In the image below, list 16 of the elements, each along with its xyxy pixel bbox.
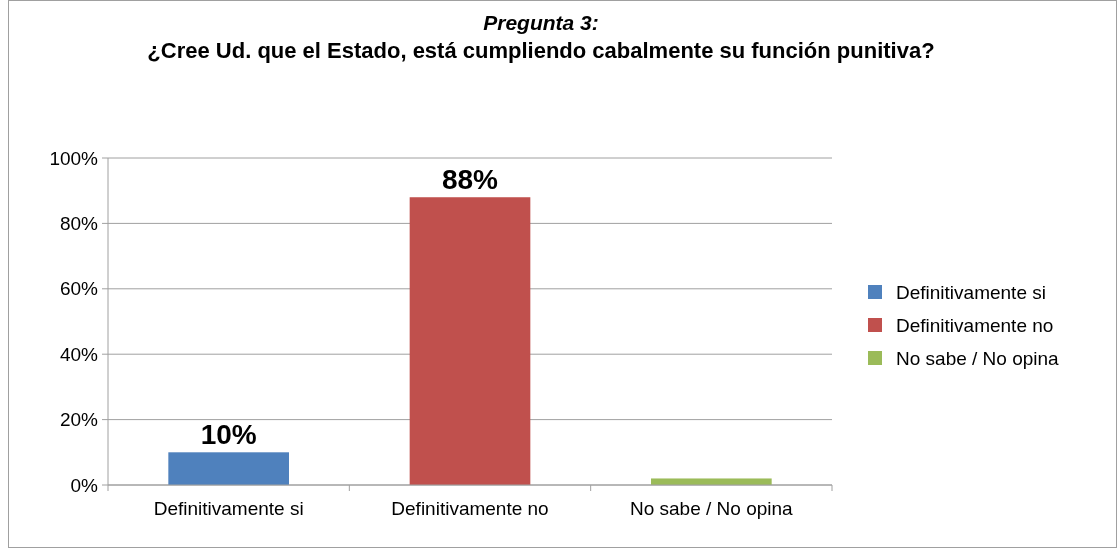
- chart-title: Pregunta 3:: [483, 11, 599, 34]
- legend-label: Definitivamente no: [896, 314, 1054, 336]
- y-tick-label: 0%: [70, 474, 99, 496]
- legend-label: Definitivamente si: [896, 281, 1046, 303]
- data-label: 10%: [200, 419, 257, 451]
- x-tick-label: Definitivamente si: [153, 498, 304, 519]
- x-tick-label: Definitivamente no: [391, 498, 549, 519]
- y-tick-label: 20%: [59, 409, 99, 431]
- y-tick-label: 80%: [59, 213, 99, 235]
- x-tick-label: No sabe / No opina: [630, 498, 794, 519]
- y-tick-label: 100%: [49, 147, 99, 169]
- chart-subtitle: ¿Cree Ud. que el Estado, está cumpliendo cabalmente su función punitiva?: [147, 38, 935, 63]
- y-tick-label: 60%: [59, 278, 99, 300]
- y-tick-label: 40%: [59, 343, 99, 365]
- legend-label: No sabe / No opina: [896, 347, 1060, 369]
- data-label: 88%: [441, 164, 499, 196]
